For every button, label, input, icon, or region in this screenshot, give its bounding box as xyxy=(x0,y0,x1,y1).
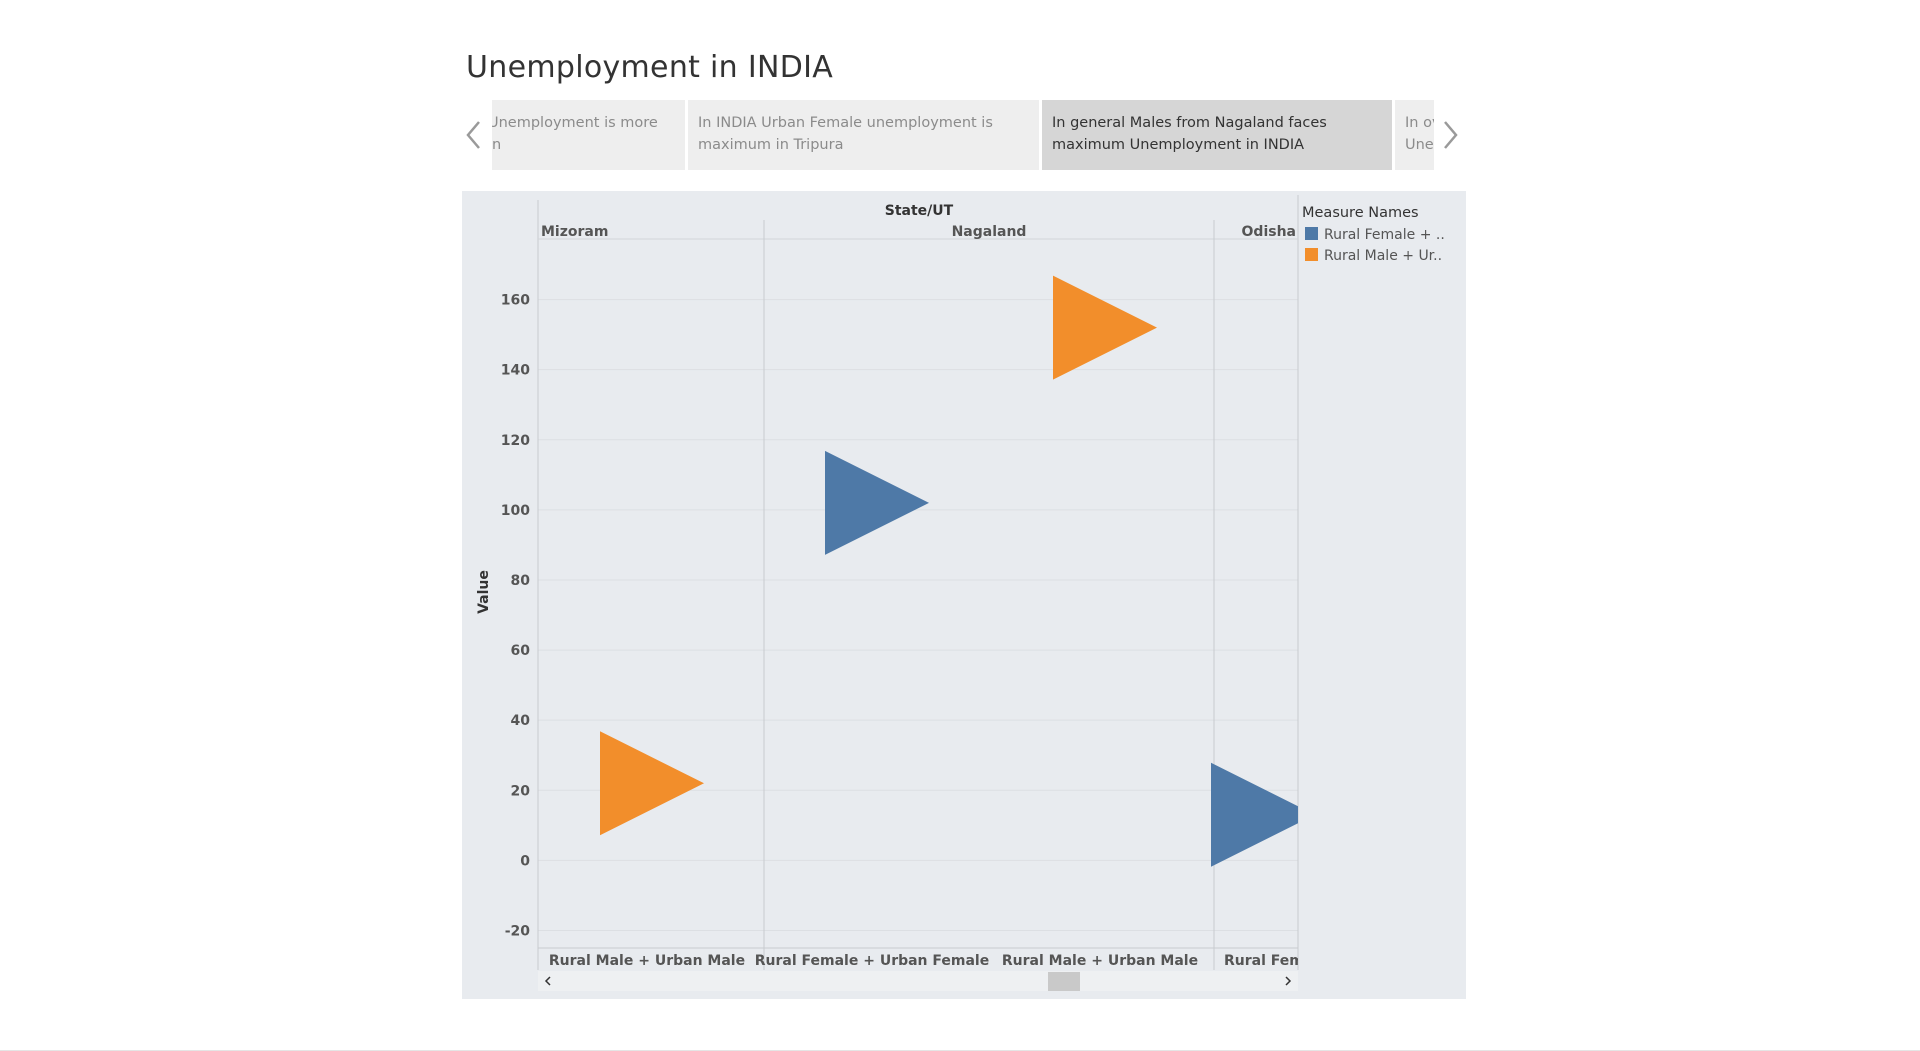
legend-swatch xyxy=(1305,227,1318,240)
y-tick-label: 140 xyxy=(501,363,530,379)
y-tick-label: 60 xyxy=(511,643,531,659)
legend-swatch xyxy=(1305,248,1318,261)
x-category-label: Rural Femal xyxy=(1224,953,1318,969)
y-tick-label: 80 xyxy=(511,573,531,589)
axis-layer: -20 0 20 40 60 80 100 120 140 160 Mizoram Nagaland O… xyxy=(501,224,1318,969)
y-tick-label: 20 xyxy=(511,783,531,799)
grid-layer xyxy=(537,195,1299,970)
x-category-label: Rural Male + Urban Male xyxy=(549,953,745,969)
data-point-triangle xyxy=(825,450,929,555)
scroll-left-button[interactable] xyxy=(538,971,558,991)
y-tick-label: -20 xyxy=(505,923,531,939)
y-tick-label: 100 xyxy=(501,503,530,519)
story-points-navigator: Unemployment is more in In INDIA Urban F… xyxy=(492,100,1434,170)
legend-label: Rural Female + .. xyxy=(1324,227,1445,243)
scroll-right-button[interactable] xyxy=(1278,971,1298,991)
y-axis-label: Value xyxy=(476,570,492,614)
data-point-triangle xyxy=(600,731,704,836)
chevron-left-icon xyxy=(544,976,551,986)
legend-item-rural-male[interactable]: Rural Male + Ur.. xyxy=(1305,248,1442,264)
scrollbar-thumb[interactable] xyxy=(1048,972,1080,991)
story-point-text: Unemployment is more in xyxy=(492,115,658,153)
y-tick-label: 40 xyxy=(511,713,531,729)
y-tick-label: 160 xyxy=(501,293,530,309)
state-header: Nagaland xyxy=(952,224,1027,240)
chevron-left-icon xyxy=(466,121,480,149)
data-point-triangle xyxy=(1211,762,1298,867)
x-category-label: Rural Male + Urban Male xyxy=(1002,953,1198,969)
story-point-3-active[interactable]: In general Males from Nagaland faces max… xyxy=(1042,100,1392,170)
story-point-text: In INDIA Urban Female unemployment is ma… xyxy=(698,115,993,153)
legend-title: Measure Names xyxy=(1302,205,1419,221)
marks-layer xyxy=(600,275,1298,867)
state-header: Odisha xyxy=(1242,224,1296,240)
plot-background xyxy=(538,240,1298,948)
data-point-triangle xyxy=(1053,275,1157,380)
y-tick-label: 120 xyxy=(501,433,530,449)
horizontal-scrollbar[interactable] xyxy=(538,971,1298,991)
next-story-point-button[interactable] xyxy=(1438,118,1462,152)
y-tick-label: 0 xyxy=(520,853,530,869)
chevron-right-icon xyxy=(1285,976,1292,986)
chevron-right-icon xyxy=(1444,121,1458,149)
legend-item-rural-female[interactable]: Rural Female + .. xyxy=(1305,227,1445,243)
x-category-label: Rural Female + Urban Female xyxy=(755,953,989,969)
previous-story-point-button[interactable] xyxy=(462,118,486,152)
story-point-4[interactable]: In ove Unem xyxy=(1395,100,1434,170)
state-header: Mizoram xyxy=(541,224,608,240)
story-point-text: In ove Unem xyxy=(1405,115,1434,153)
story-point-1[interactable]: Unemployment is more in xyxy=(492,100,685,170)
story-point-2[interactable]: In INDIA Urban Female unemployment is ma… xyxy=(688,100,1039,170)
story-title: Unemployment in INDIA xyxy=(466,50,834,85)
column-header-title: State/UT xyxy=(885,203,954,219)
legend-label: Rural Male + Ur.. xyxy=(1324,248,1443,264)
story-point-text: In general Males from Nagaland faces max… xyxy=(1052,115,1327,153)
